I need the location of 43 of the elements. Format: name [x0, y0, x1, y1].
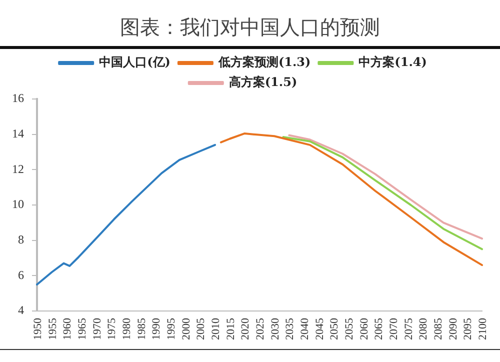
x-tick-label: 2090 — [447, 318, 460, 340]
y-tick-label: 12 — [12, 162, 24, 176]
x-tick-label: 2060 — [358, 318, 370, 340]
x-tick-label: 2055 — [344, 318, 356, 340]
x-tick-label: 1980 — [121, 318, 133, 340]
x-tick-label: 1950 — [32, 318, 44, 340]
y-tick-label: 4 — [18, 303, 24, 318]
y-tick-label: 14 — [12, 126, 24, 140]
x-tick-label: 2020 — [240, 318, 252, 340]
y-tick-label: 10 — [12, 197, 24, 212]
x-tick-label: 2035 — [284, 318, 296, 340]
x-tick-label: 2025 — [254, 318, 266, 340]
x-tick-label: 2080 — [418, 318, 430, 340]
y-tick-label: 8 — [18, 232, 24, 246]
legend-label: 中国人口(亿) — [99, 55, 170, 70]
x-tick-label: 1975 — [106, 318, 118, 340]
x-tick-label: 2075 — [402, 318, 415, 340]
x-tick-label: 1985 — [136, 318, 148, 340]
x-tick-label: 1955 — [46, 318, 59, 340]
x-tick-label: 2040 — [299, 318, 311, 340]
x-tick-label: 1960 — [62, 318, 74, 340]
y-tick-label: 16 — [12, 91, 24, 106]
x-tick-label: 2005 — [195, 318, 208, 340]
x-tick-label: 2015 — [224, 318, 237, 340]
x-tick-label: 2000 — [180, 318, 192, 340]
x-tick-label: 2045 — [314, 318, 326, 340]
chart-title: 图表：我们对中国人口的预测 — [0, 0, 500, 49]
x-tick-label: 2095 — [462, 318, 474, 340]
x-tick-label: 2050 — [328, 318, 341, 340]
x-tick-label: 1970 — [91, 318, 104, 340]
x-tick-label: 2100 — [477, 318, 489, 340]
legend-label: 高方案(1.5) — [228, 75, 298, 90]
y-tick-label: 6 — [18, 268, 24, 282]
legend-label: 中方案(1.4) — [358, 55, 427, 70]
x-tick-label: 2065 — [373, 318, 386, 340]
legend-label: 低方案预测(1.3) — [217, 55, 311, 70]
x-tick-label: 2010 — [210, 318, 222, 340]
x-tick-label: 1990 — [150, 318, 163, 340]
x-tick-label: 2085 — [432, 318, 444, 340]
x-tick-label: 1965 — [76, 318, 88, 340]
x-tick-label: 2030 — [269, 318, 282, 340]
x-tick-label: 2070 — [388, 318, 400, 340]
x-tick-label: 1995 — [166, 318, 178, 340]
